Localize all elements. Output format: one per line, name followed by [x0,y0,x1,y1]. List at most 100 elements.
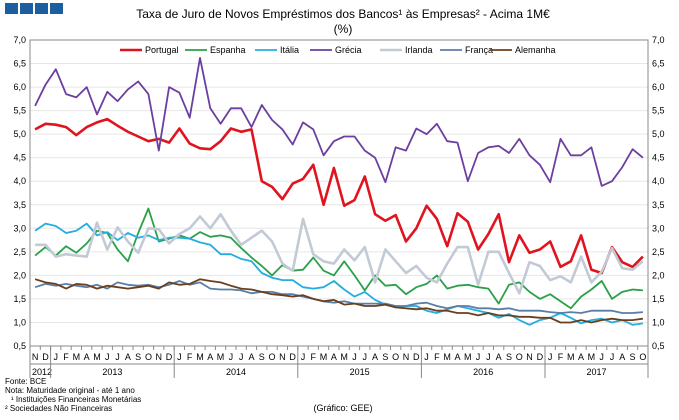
x-tick-label-month: N [32,352,39,362]
y-tick-label-left: 6,0 [13,82,26,92]
x-tick-label-month: M [73,352,81,362]
chart-credit: (Gráfico: GEE) [313,403,372,413]
series-line-portugal [34,117,644,275]
y-tick-label-right: 4,0 [652,176,665,186]
x-tick-label-year: 2014 [226,367,246,377]
x-tick-label-month: J [599,352,604,362]
series-line-irlanda [35,212,644,295]
legend-label: Espanha [210,45,246,55]
legend-label: França [465,45,493,55]
x-tick-label-month: S [135,352,141,362]
y-tick-label-left: 1,0 [13,317,26,327]
x-tick-label-month: A [372,352,378,362]
x-tick-label-month: J [115,352,120,362]
x-tick-label-month: M [588,352,596,362]
x-tick-label-month: O [269,352,276,362]
series-lines [34,57,644,326]
y-tick-label-right: 2,0 [652,270,665,280]
x-tick-label-year: 2012 [32,367,52,377]
x-tick-label-month: J [476,352,481,362]
y-tick-label-left: 1,5 [13,294,26,304]
x-tick-label-month: J [548,352,553,362]
y-tick-label-right: 3,5 [652,200,665,210]
y-tick-label-left: 2,5 [13,247,26,257]
legend-label: Grécia [335,45,362,55]
note-footnote-2: ² Sociedades Não Financeiras [5,404,112,413]
y-tick-label-left: 4,0 [13,176,26,186]
legend-label: Portugal [145,45,179,55]
chart-subtitle: (%) [334,22,353,36]
x-tick-label-month: M [340,352,348,362]
x-tick-label-month: A [454,352,460,362]
x-tick-label-month: F [311,352,317,362]
x-tick-label-month: O [516,352,523,362]
series-line-grécia [34,57,644,187]
y-tick-label-right: 7,0 [652,35,665,45]
x-tick-label-month: S [382,352,388,362]
x-tick-label-month: N [156,352,163,362]
x-tick-label-month: A [619,352,625,362]
x-tick-label-month: M [196,352,204,362]
series-line-alemanha [34,278,644,324]
y-tick-label-left: 3,0 [13,223,26,233]
x-tick-label-month: A [207,352,213,362]
x-tick-label-month: M [93,352,101,362]
y-tick-label-right: 6,0 [652,82,665,92]
x-tick-label-year: 2015 [350,367,370,377]
x-tick-label-month: F [558,352,564,362]
x-tick-label-month: S [506,352,512,362]
gridlines [30,39,648,347]
y-tick-label-left: 7,0 [13,35,26,45]
x-tick-label-month: J [229,352,234,362]
x-tick-label-month: M [443,352,451,362]
x-tick-label-month: S [259,352,265,362]
source-note: Fonte: BCE [5,377,46,386]
x-tick-label-month: N [403,352,410,362]
note-maturity: Nota: Maturidade original - até 1 ano [5,386,135,395]
x-tick-label-month: A [331,352,337,362]
x-tick-label-month: J [352,352,357,362]
y-tick-label-right: 0,5 [652,341,665,351]
series-line-itália [34,222,644,326]
legend: Portugal Espanha Itália Grécia Irlanda França… [120,45,556,55]
x-tick-label-month: M [320,352,328,362]
x-tick-label-month: D [42,352,49,362]
x-tick-label-month: A [578,352,584,362]
x-tick-label-month: D [289,352,296,362]
x-tick-label-month: D [413,352,420,362]
x-tick-label-month: D [537,352,544,362]
x-tick-label-month: J [105,352,110,362]
legend-label: Irlanda [405,45,433,55]
x-tick-label-year: 2016 [473,367,493,377]
y-tick-label-left: 5,5 [13,106,26,116]
x-tick-label-month: N [279,352,286,362]
x-tick-label-month: M [567,352,575,362]
logo-square [5,3,18,14]
x-tick-label-month: S [630,352,636,362]
y-tick-label-left: 4,5 [13,153,26,163]
x-tick-label-month: J [239,352,244,362]
x-tick-label-month: J [54,352,59,362]
y-tick-label-right: 1,5 [652,294,665,304]
x-tick-label-month: M [464,352,472,362]
x-tick-label-month: F [63,352,69,362]
x-tick-label-month: N [526,352,533,362]
y-tick-label-right: 6,5 [652,59,665,69]
x-tick-label-year: 2013 [102,367,122,377]
y-tick-label-right: 4,5 [652,153,665,163]
x-tick-label-month: J [177,352,182,362]
chart-title: Taxa de Juro de Novos Empréstimos dos Ba… [136,7,550,21]
y-tick-label-left: 5,0 [13,129,26,139]
axes: 0,5 0,5 1,0 1,0 1,5 1,5 2,0 2,0 2,5 2,5 3,0 3,0 3,5 3… [13,35,665,378]
note-footnote-1: ¹ Instituições Financeiras Monetárias [11,395,141,404]
y-tick-label-left: 3,5 [13,200,26,210]
legend-label: Alemanha [515,45,556,55]
y-tick-label-right: 5,0 [652,129,665,139]
x-tick-label-month: F [187,352,193,362]
logo-square [20,3,33,14]
publisher-logo [5,3,63,14]
x-tick-label-month: O [639,352,646,362]
x-tick-label-month: D [166,352,173,362]
logo-square [50,3,63,14]
